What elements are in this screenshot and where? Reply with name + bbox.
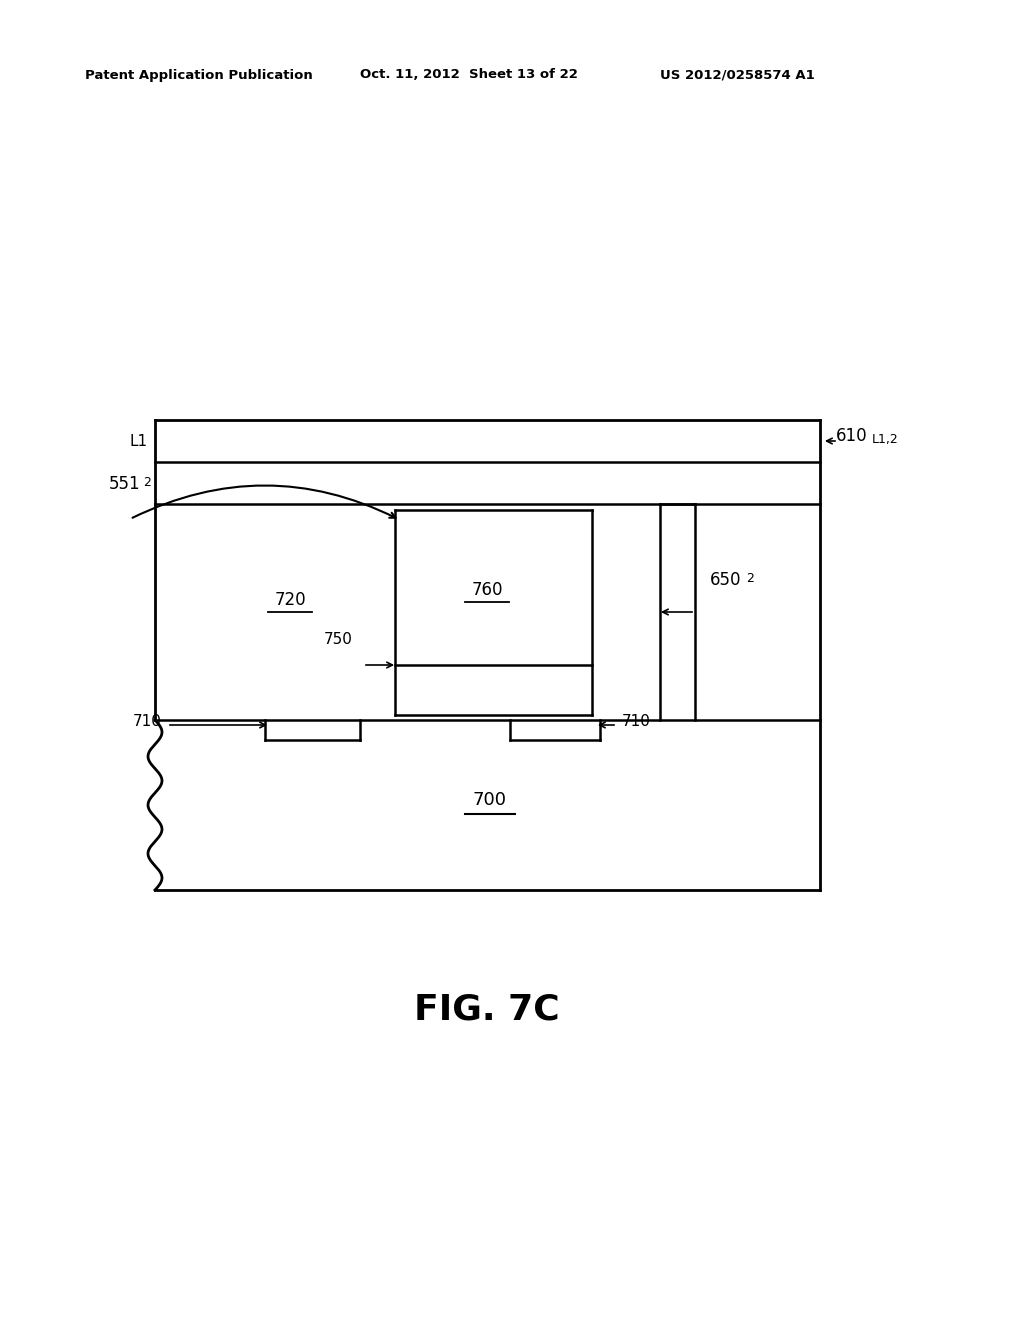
Text: 710: 710 — [133, 714, 162, 730]
Text: 2: 2 — [143, 477, 151, 488]
Text: 710: 710 — [622, 714, 651, 730]
Text: 750: 750 — [325, 632, 353, 648]
Text: 2: 2 — [746, 572, 754, 585]
Text: Patent Application Publication: Patent Application Publication — [85, 69, 312, 82]
Text: L1: L1 — [130, 433, 148, 449]
Text: Oct. 11, 2012  Sheet 13 of 22: Oct. 11, 2012 Sheet 13 of 22 — [360, 69, 578, 82]
Text: L1,2: L1,2 — [872, 433, 899, 446]
Text: 650: 650 — [710, 572, 741, 589]
Text: US 2012/0258574 A1: US 2012/0258574 A1 — [660, 69, 815, 82]
Text: 720: 720 — [274, 591, 306, 609]
Text: 551: 551 — [109, 475, 140, 492]
Text: 700: 700 — [473, 791, 507, 809]
Text: FIG. 7C: FIG. 7C — [414, 993, 560, 1027]
Text: 610: 610 — [836, 426, 867, 445]
Text: 760: 760 — [471, 581, 503, 599]
